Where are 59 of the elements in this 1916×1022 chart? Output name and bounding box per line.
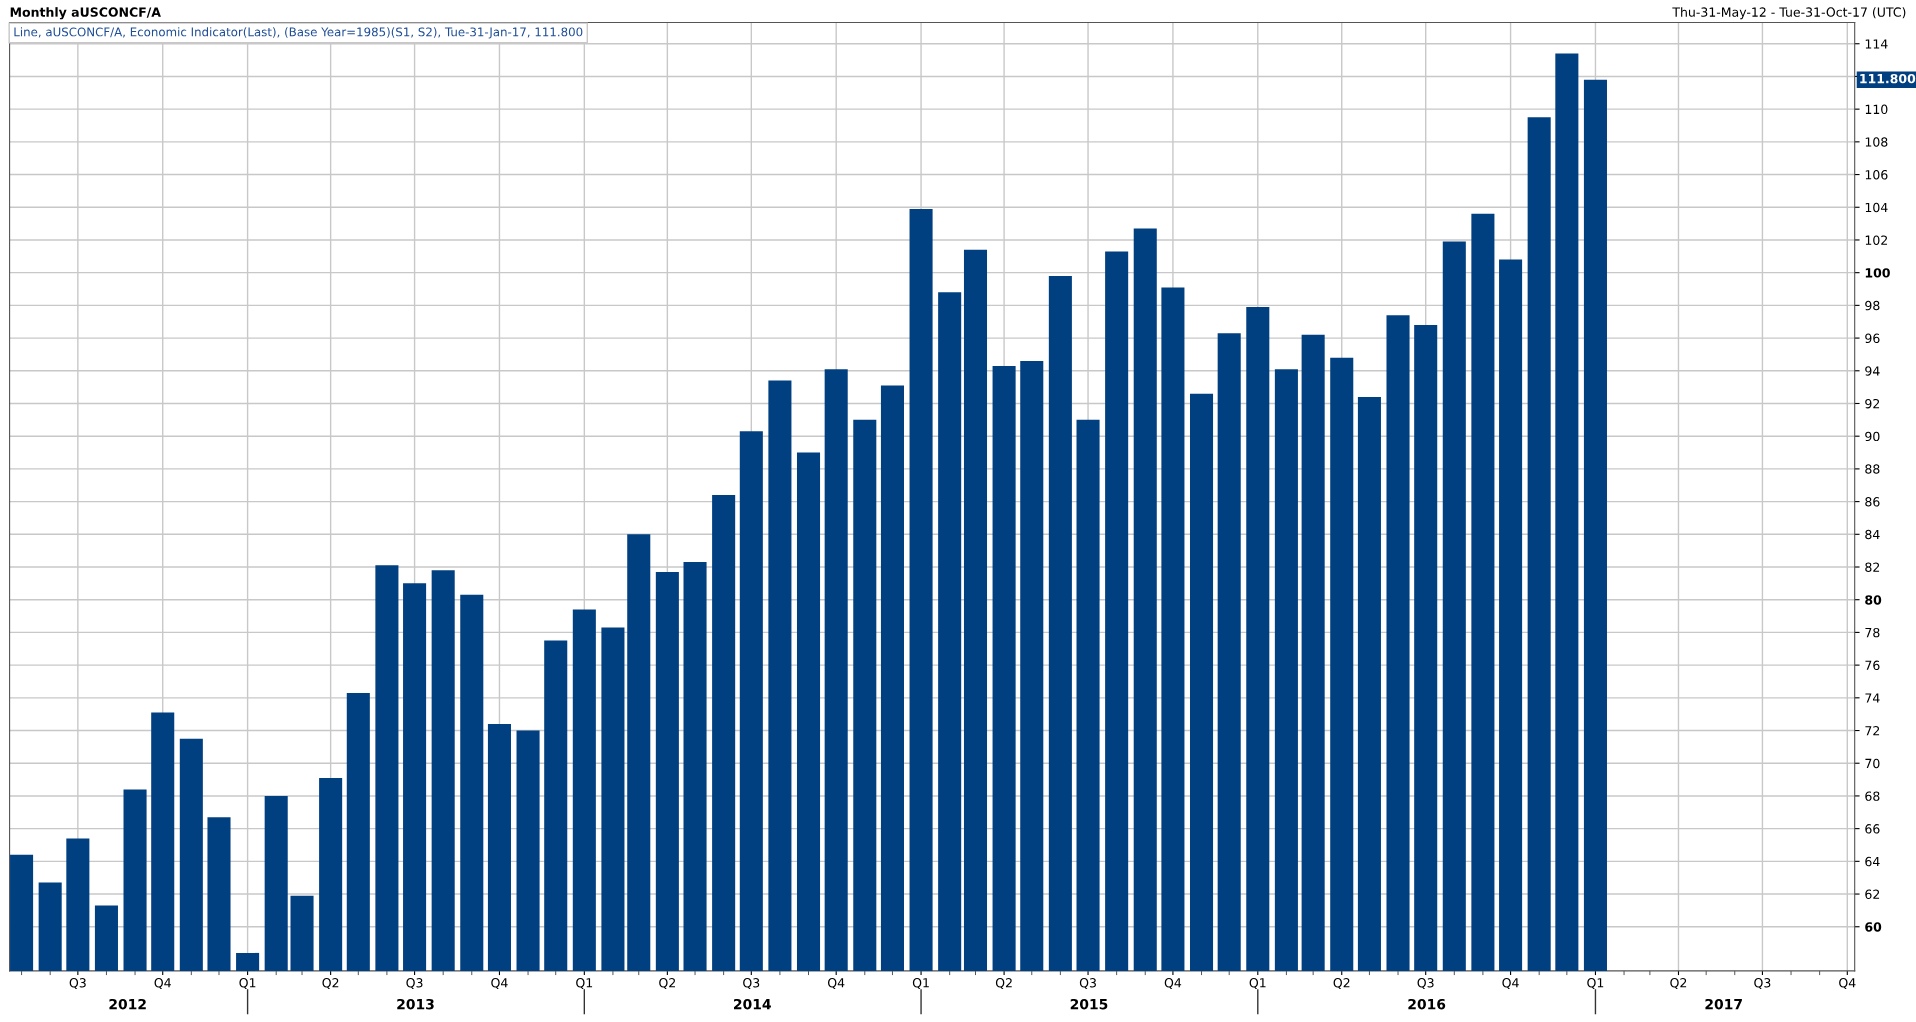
y-tick-label: 114	[1865, 39, 1888, 49]
x-tick-label: Q2	[1333, 978, 1350, 989]
x-tick-label: Q4	[827, 978, 845, 989]
y-tick-label: 72	[1865, 726, 1880, 736]
y-tick-label: 104	[1865, 202, 1888, 213]
chart-title: Monthly aUSCONCF/A	[10, 7, 161, 20]
x-tick-label: Q3	[406, 978, 423, 989]
y-tick-label: 88	[1865, 464, 1880, 474]
text: Thu-31-May-12 - Tue-31-Oct-17 (UTC)	[1672, 7, 1906, 20]
x-tick-label: Q1	[576, 978, 593, 989]
y-tick-label: 92	[1865, 398, 1880, 409]
y-tick-label: 64	[1865, 856, 1880, 867]
y-tick-label: 98	[1865, 300, 1880, 311]
x-tick-label: Q3	[1417, 978, 1434, 989]
chart-subtitle: Line, aUSCONCF/A, Economic Indicator(Last), (Base Year=1985)(S1, S2), Tue-31-Jan-17, 111.800	[14, 27, 583, 39]
y-tick-label: 68	[1865, 791, 1880, 801]
x-tick-label: Q4	[1839, 978, 1856, 989]
x2-tick-label: 2014	[734, 998, 771, 1010]
x-tick-label: Q4	[1164, 978, 1182, 989]
x-tick-label: Q1	[912, 978, 929, 989]
x-tick-label: Q2	[659, 978, 675, 989]
x2-tick-label: 2017	[1705, 998, 1742, 1010]
x-tick-label: Q3	[1754, 978, 1771, 989]
y-tick-label: 74	[1865, 693, 1880, 703]
x2-tick-label: 2012	[109, 998, 146, 1010]
x2-tick-label: 2016	[1408, 998, 1446, 1010]
x-tick-label: Q1	[239, 978, 256, 989]
y-tick-label: 60	[1865, 922, 1882, 932]
x-tick-label: Q4	[154, 978, 171, 989]
y-tick-label: 70	[1865, 758, 1880, 769]
y-tick-label: 106	[1865, 170, 1888, 180]
y-tick-label: 86	[1865, 497, 1880, 507]
x-tick-label: Q2	[322, 978, 339, 989]
x-tick-label: Q3	[69, 978, 86, 989]
x2-tick-label: 2013	[397, 998, 434, 1010]
y-tick-label: 76	[1865, 660, 1880, 671]
y-tick-label: 108	[1865, 137, 1888, 147]
y-tick-label: 100	[1865, 268, 1890, 278]
x-tick-label: Q1	[1249, 978, 1266, 989]
y-tick-label: 84	[1865, 529, 1880, 540]
y-tick-label: 94	[1865, 366, 1880, 376]
x-tick-label: Q1	[1587, 978, 1604, 989]
y-tick-label: 80	[1865, 595, 1882, 605]
x-tick-label: Q2	[995, 978, 1012, 989]
y-tick-label: 62	[1865, 889, 1880, 899]
x2-tick-label: 2015	[1070, 998, 1108, 1010]
x-tick-label: Q2	[1670, 978, 1687, 989]
x-tick-label: Q4	[491, 978, 508, 989]
y-tick-label: 90	[1865, 431, 1880, 442]
x-tick-label: Q3	[1079, 978, 1096, 989]
y-tick-label: 82	[1865, 562, 1880, 572]
x-tick-label: Q3	[743, 978, 760, 989]
text: 111.800	[1860, 73, 1916, 84]
y-tick-label: 110	[1865, 104, 1888, 115]
x-tick-label: Q4	[1502, 978, 1519, 989]
y-tick-label: 66	[1865, 824, 1880, 834]
y-tick-label: 96	[1865, 333, 1880, 343]
y-tick-label: 78	[1865, 627, 1880, 638]
y-tick-label: 102	[1865, 235, 1888, 245]
